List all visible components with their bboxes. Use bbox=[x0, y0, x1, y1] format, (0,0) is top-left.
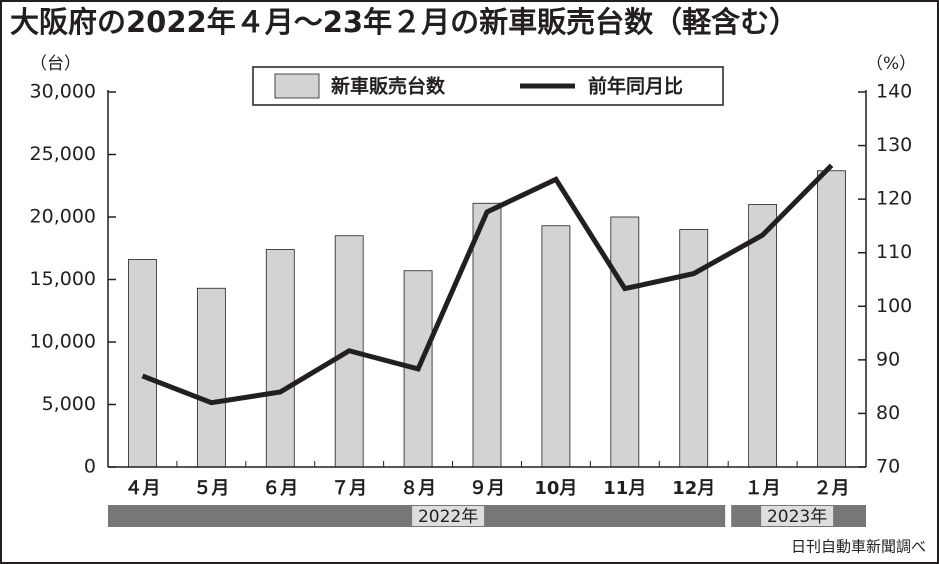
x-tick-label: ９月 bbox=[469, 478, 505, 499]
bar bbox=[541, 225, 571, 468]
x-tick-label: 12月 bbox=[672, 478, 715, 499]
year-label: 2022年 bbox=[418, 507, 478, 527]
y-unit: （台） bbox=[30, 54, 81, 74]
y-tick-label: 25,000 bbox=[30, 143, 96, 165]
y-tick-label: 15,000 bbox=[30, 268, 96, 290]
y2-tick-label: 110 bbox=[876, 241, 912, 263]
y2-tick-label: 120 bbox=[876, 188, 912, 210]
bar bbox=[128, 259, 157, 468]
y-tick-label: 30,000 bbox=[30, 81, 96, 103]
year-label-bg bbox=[412, 506, 485, 526]
x-tick-label: ８月 bbox=[400, 478, 436, 499]
bar bbox=[679, 229, 709, 468]
y2-tick-label: 100 bbox=[876, 295, 912, 317]
y-tick-label: 5,000 bbox=[42, 393, 96, 415]
year-label-bg bbox=[761, 506, 834, 526]
x-tick-label: ４月 bbox=[124, 478, 160, 499]
y-tick-label: 0 bbox=[84, 456, 96, 478]
x-tick-label: ６月 bbox=[262, 478, 298, 499]
bar bbox=[472, 202, 502, 468]
legend-label: 前年同月比 bbox=[588, 75, 683, 98]
y2-tick-label: 90 bbox=[876, 348, 900, 370]
bar bbox=[610, 216, 640, 468]
legend-label: 新車販売台数 bbox=[331, 75, 446, 98]
x-tick-label: ５月 bbox=[193, 478, 229, 499]
line bbox=[141, 163, 834, 406]
x-tick-label: ７月 bbox=[331, 478, 367, 499]
y-tick-label: 10,000 bbox=[30, 331, 96, 353]
legend-swatch bbox=[274, 73, 320, 99]
x-tick-label: １月 bbox=[745, 478, 781, 499]
x-tick-label: 10月 bbox=[534, 478, 577, 499]
chart-title: 大阪府の2022年４月～23年２月の新車販売台数（軽含む） bbox=[10, 5, 798, 39]
legend bbox=[252, 66, 724, 106]
source: 日刊自動車新聞調べ bbox=[791, 538, 926, 556]
x-tick-label: ２月 bbox=[814, 478, 850, 499]
bar bbox=[265, 249, 295, 468]
y2-tick-label: 80 bbox=[876, 402, 900, 424]
y2-tick-label: 140 bbox=[876, 81, 912, 103]
bar bbox=[196, 287, 226, 468]
year-label: 2023年 bbox=[767, 507, 827, 527]
y2-tick-label: 70 bbox=[876, 456, 900, 478]
bar bbox=[817, 170, 846, 468]
bar bbox=[748, 204, 778, 468]
y2-tick-label: 130 bbox=[876, 134, 912, 156]
x-tick-label: 11月 bbox=[603, 478, 646, 499]
y-tick-label: 20,000 bbox=[30, 206, 96, 228]
y2-unit: （%） bbox=[866, 54, 916, 74]
